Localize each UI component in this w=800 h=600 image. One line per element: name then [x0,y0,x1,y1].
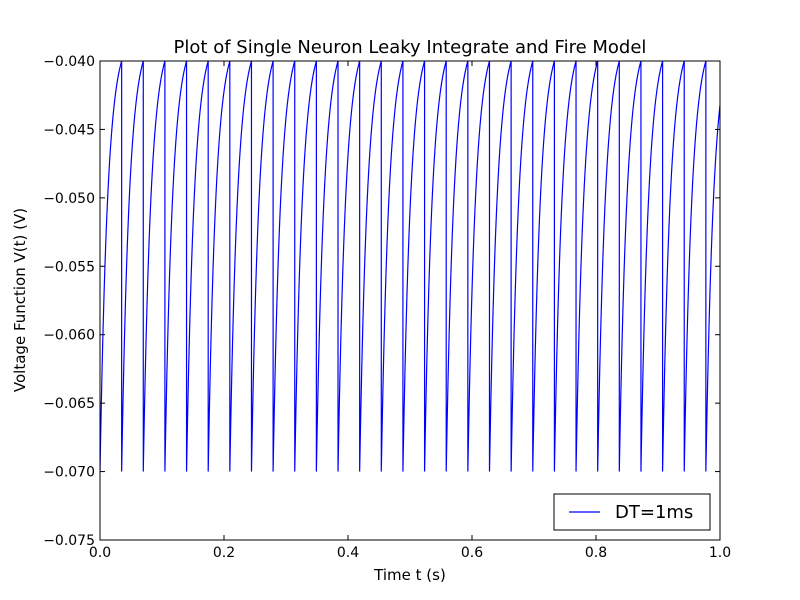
y-tick-label: −0.060 [43,328,95,344]
x-tick-label: 0.6 [461,545,483,561]
y-tick-label: −0.040 [43,54,95,70]
y-tick-label: −0.055 [43,259,95,275]
x-tick-label: 1.0 [709,545,731,561]
x-tick-label: 0.2 [213,545,235,561]
plot-frame [99,60,721,541]
y-tick-label: −0.070 [43,465,95,481]
chart-title: Plot of Single Neuron Leaky Integrate an… [174,37,647,58]
x-tick-label: 0.4 [337,545,359,561]
y-tick-label: −0.050 [43,191,95,207]
x-tick-label: 0.8 [585,545,607,561]
y-tick-label: −0.045 [43,122,95,138]
legend-label: DT=1ms [615,502,693,523]
y-axis-ticks: −0.075 −0.070 −0.065 −0.060 −0.055 −0.050 −0.0… [43,54,720,549]
x-axis-label: Time t (s) [373,566,446,584]
x-tick-label: 0.0 [89,545,111,561]
y-tick-label: −0.075 [43,533,95,549]
series-line-dt-1ms [100,61,720,472]
y-tick-label: −0.065 [43,396,95,412]
y-axis-label: Voltage Function V(t) (V) [11,208,29,392]
series-layer [100,61,720,472]
legend: DT=1ms [553,493,711,531]
